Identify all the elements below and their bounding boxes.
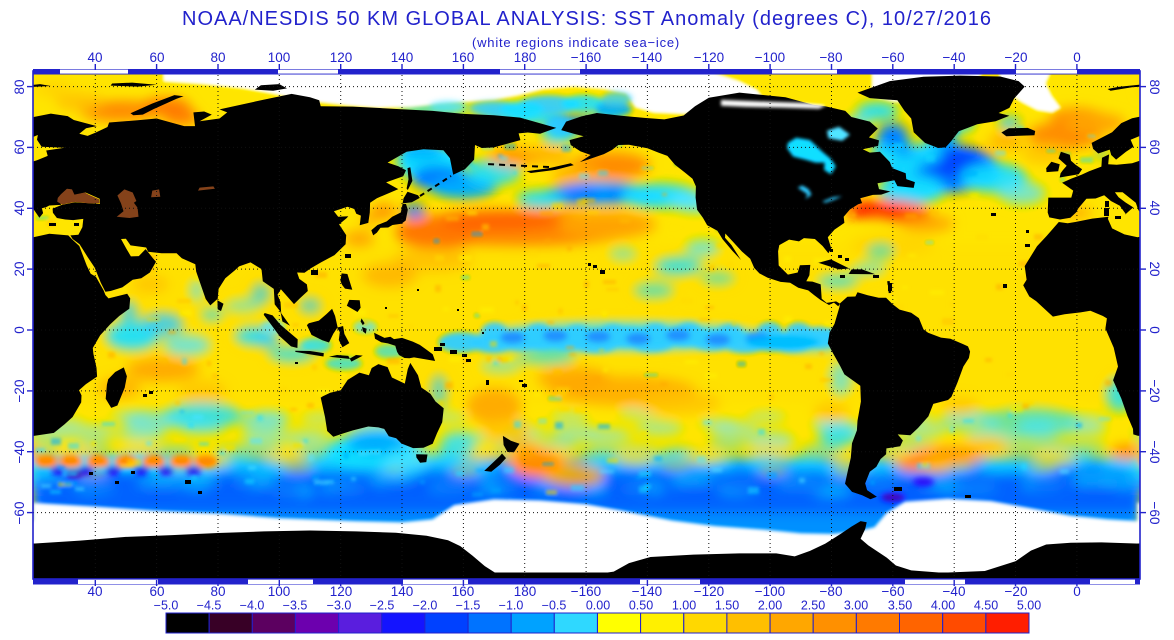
- svg-text:0.50: 0.50: [629, 599, 653, 613]
- svg-text:−100: −100: [755, 584, 785, 599]
- svg-text:−20: −20: [1005, 584, 1028, 599]
- svg-text:−120: −120: [694, 584, 724, 599]
- svg-text:4.00: 4.00: [931, 599, 955, 613]
- svg-text:−20: −20: [12, 380, 27, 403]
- svg-text:3.00: 3.00: [844, 599, 868, 613]
- svg-text:−3.5: −3.5: [283, 599, 308, 613]
- svg-text:120: 120: [330, 50, 353, 65]
- svg-text:160: 160: [452, 50, 475, 65]
- svg-text:−2.5: −2.5: [370, 599, 395, 613]
- svg-text:NOAA/NESDIS 50 KM GLOBAL ANALY: NOAA/NESDIS 50 KM GLOBAL ANALYSIS: SST A…: [182, 8, 992, 30]
- svg-text:−120: −120: [694, 50, 724, 65]
- svg-text:3.50: 3.50: [888, 599, 912, 613]
- svg-text:60: 60: [149, 50, 164, 65]
- svg-text:0: 0: [12, 326, 27, 334]
- svg-text:−160: −160: [571, 584, 601, 599]
- svg-text:1.50: 1.50: [715, 599, 739, 613]
- svg-text:−100: −100: [755, 50, 785, 65]
- svg-text:0.00: 0.00: [586, 599, 610, 613]
- svg-text:−3.0: −3.0: [327, 599, 352, 613]
- svg-text:20: 20: [12, 261, 27, 276]
- svg-text:80: 80: [1147, 79, 1162, 94]
- svg-text:−60: −60: [12, 502, 27, 525]
- svg-text:−20: −20: [1005, 50, 1028, 65]
- svg-text:80: 80: [210, 50, 225, 65]
- svg-text:180: 180: [514, 50, 537, 65]
- svg-text:−1.0: −1.0: [499, 599, 524, 613]
- svg-text:100: 100: [268, 50, 291, 65]
- svg-text:0: 0: [1073, 50, 1081, 65]
- svg-text:−60: −60: [1147, 502, 1162, 525]
- svg-text:40: 40: [12, 200, 27, 215]
- svg-text:−1.5: −1.5: [456, 599, 481, 613]
- svg-text:140: 140: [391, 584, 414, 599]
- svg-text:140: 140: [391, 50, 414, 65]
- svg-text:−2.0: −2.0: [413, 599, 438, 613]
- svg-text:0: 0: [1147, 326, 1162, 334]
- svg-text:180: 180: [514, 584, 537, 599]
- svg-text:40: 40: [87, 584, 102, 599]
- svg-text:−80: −80: [820, 584, 843, 599]
- svg-text:−160: −160: [571, 50, 601, 65]
- svg-text:−140: −140: [632, 50, 662, 65]
- svg-text:−140: −140: [632, 584, 662, 599]
- svg-text:1.00: 1.00: [672, 599, 696, 613]
- svg-text:100: 100: [268, 584, 291, 599]
- svg-text:−60: −60: [882, 584, 905, 599]
- svg-text:5.00: 5.00: [1017, 599, 1041, 613]
- svg-text:−4.0: −4.0: [240, 599, 265, 613]
- svg-text:−80: −80: [820, 50, 843, 65]
- svg-text:−40: −40: [943, 50, 966, 65]
- svg-text:−0.5: −0.5: [542, 599, 567, 613]
- svg-text:60: 60: [12, 139, 27, 154]
- svg-text:60: 60: [1147, 139, 1162, 154]
- svg-text:60: 60: [149, 584, 164, 599]
- svg-text:−4.5: −4.5: [197, 599, 222, 613]
- svg-text:40: 40: [87, 50, 102, 65]
- svg-text:−40: −40: [12, 441, 27, 464]
- svg-text:20: 20: [1147, 261, 1162, 276]
- svg-text:0: 0: [1073, 584, 1081, 599]
- svg-text:160: 160: [452, 584, 475, 599]
- svg-text:−40: −40: [1147, 441, 1162, 464]
- svg-text:120: 120: [330, 584, 353, 599]
- svg-text:4.50: 4.50: [974, 599, 998, 613]
- svg-text:80: 80: [12, 79, 27, 94]
- svg-text:2.00: 2.00: [758, 599, 782, 613]
- svg-text:(white regions indicate sea−ic: (white regions indicate sea−ice): [472, 35, 680, 50]
- svg-text:−5.0: −5.0: [154, 599, 179, 613]
- svg-text:2.50: 2.50: [801, 599, 825, 613]
- svg-text:−20: −20: [1147, 380, 1162, 403]
- svg-text:40: 40: [1147, 200, 1162, 215]
- svg-text:−40: −40: [943, 584, 966, 599]
- svg-text:80: 80: [210, 584, 225, 599]
- svg-text:−60: −60: [882, 50, 905, 65]
